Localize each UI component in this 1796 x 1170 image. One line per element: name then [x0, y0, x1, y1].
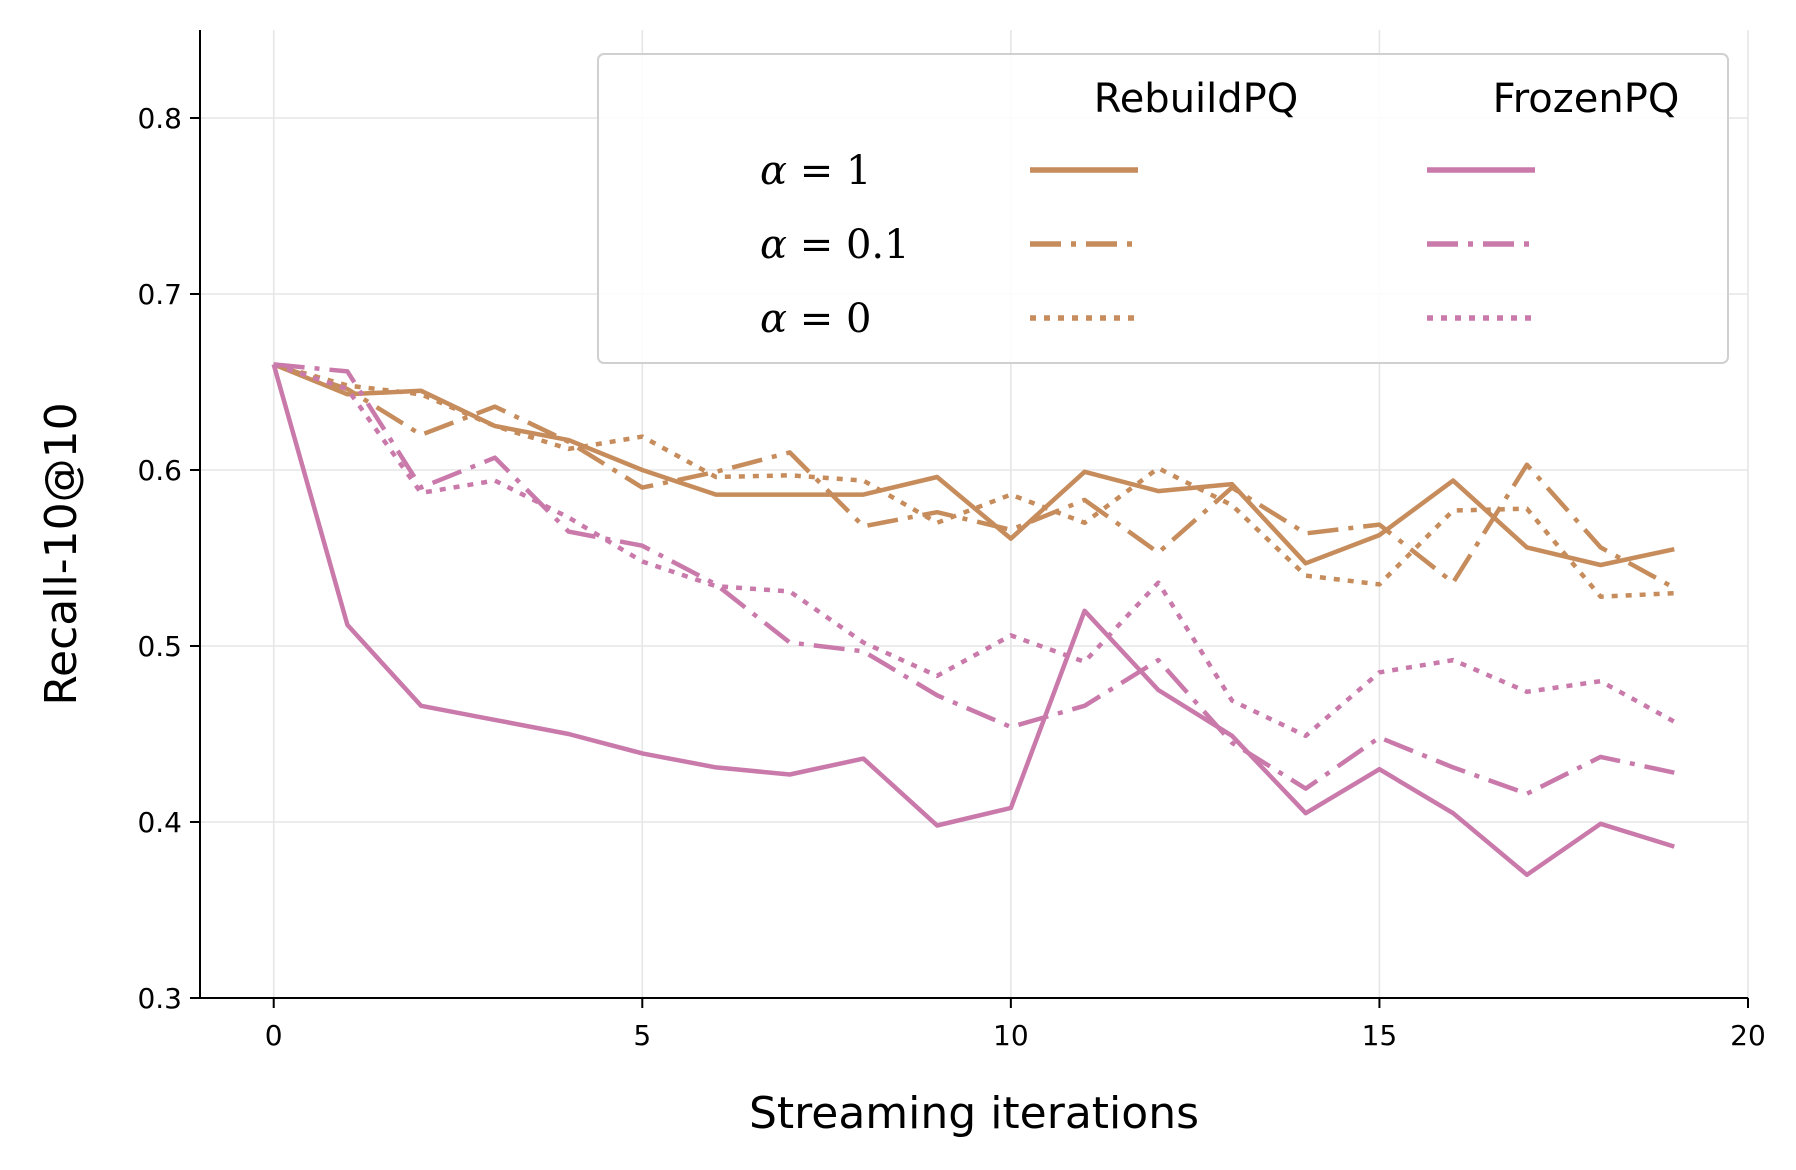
y-tick-label: 0.6 [137, 454, 182, 487]
x-tick-label: 20 [1730, 1019, 1766, 1052]
y-tick-label: 0.3 [137, 982, 182, 1015]
legend-row-label: α = 0 [760, 296, 871, 342]
series-line-frozenpq-alpha-0 [272, 362, 1676, 739]
series-line-rebuildpq-alpha-0-1 [272, 362, 1676, 590]
x-tick-label: 15 [1362, 1019, 1398, 1052]
y-tick-label: 0.4 [137, 806, 182, 839]
legend-row-label: α = 0.1 [760, 222, 910, 268]
x-tick-label: 0 [265, 1019, 283, 1052]
series-lines [271, 362, 1676, 878]
series-line-frozenpq-alpha-1 [271, 363, 1675, 878]
y-tick-label: 0.8 [137, 102, 182, 135]
legend-col-header: RebuildPQ [1094, 76, 1299, 122]
axes: 0 5 10 15 20 0.3 0.4 0.5 0.6 0.7 0.8 [137, 30, 1766, 1052]
alpha-symbol: α [760, 148, 787, 194]
series-line-rebuildpq-alpha-1 [272, 362, 1675, 568]
alpha-symbol: α [760, 296, 787, 342]
alpha-value: = 0.1 [787, 222, 910, 268]
axis-labels: Streaming iterations Recall-10@10 [36, 402, 1199, 1139]
y-tick-label: 0.5 [137, 630, 182, 663]
y-axis-title: Recall-10@10 [36, 402, 87, 705]
alpha-value: = 0 [787, 296, 871, 342]
alpha-symbol: α [760, 222, 787, 268]
legend-box [597, 53, 1729, 364]
x-tick-label: 10 [993, 1019, 1029, 1052]
series-line-frozenpq-alpha-0-1 [273, 362, 1675, 797]
x-tick-label: 5 [633, 1019, 651, 1052]
legend-col-header: FrozenPQ [1493, 76, 1680, 122]
x-axis-title: Streaming iterations [749, 1088, 1199, 1139]
y-tick-label: 0.7 [137, 278, 182, 311]
alpha-value: = 1 [787, 148, 871, 194]
legend-row-label: α = 1 [760, 148, 871, 194]
